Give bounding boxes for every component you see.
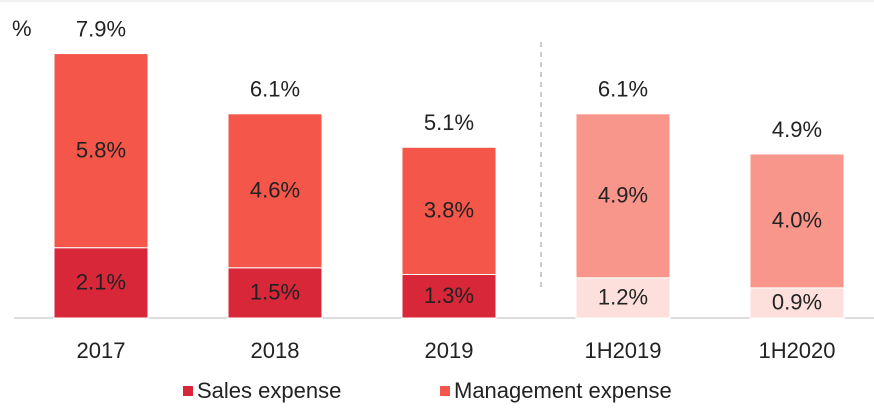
legend-label: Sales expense bbox=[197, 378, 341, 403]
bar-segment bbox=[749, 153, 845, 289]
data-label: 4.9% bbox=[598, 183, 648, 208]
legend-swatch bbox=[183, 386, 193, 396]
bar-segment bbox=[575, 113, 671, 279]
bar-segment bbox=[53, 53, 149, 249]
x-tick-label: 2019 bbox=[425, 338, 474, 363]
data-label: 1.3% bbox=[424, 283, 474, 308]
data-label: 5.8% bbox=[76, 137, 126, 162]
total-label: 6.1% bbox=[250, 77, 300, 102]
legend-label: Management expense bbox=[454, 378, 672, 403]
total-label: 7.9% bbox=[76, 16, 126, 41]
x-tick-label: 2017 bbox=[77, 338, 126, 363]
data-label: 0.9% bbox=[772, 290, 822, 315]
data-label: 4.0% bbox=[772, 208, 822, 233]
bar-segment bbox=[227, 113, 323, 269]
unit-label: % bbox=[12, 16, 32, 41]
data-label: 1.5% bbox=[250, 280, 300, 305]
total-label: 4.9% bbox=[772, 117, 822, 142]
bar-segment bbox=[401, 146, 497, 275]
x-tick-label: 1H2019 bbox=[584, 338, 661, 363]
data-label: 1.2% bbox=[598, 285, 648, 310]
data-label: 2.1% bbox=[76, 270, 126, 295]
total-label: 5.1% bbox=[424, 110, 474, 135]
data-label: 4.6% bbox=[250, 178, 300, 203]
bar-segment bbox=[401, 273, 497, 319]
bar-segment bbox=[749, 287, 845, 319]
bar-segment bbox=[53, 247, 149, 319]
legend-swatch bbox=[440, 386, 450, 396]
x-tick-label: 1H2020 bbox=[758, 338, 835, 363]
bar-segment bbox=[227, 267, 323, 319]
x-tick-label: 2018 bbox=[251, 338, 300, 363]
bar-segment bbox=[575, 277, 671, 319]
total-label: 6.1% bbox=[598, 77, 648, 102]
data-label: 3.8% bbox=[424, 198, 474, 223]
